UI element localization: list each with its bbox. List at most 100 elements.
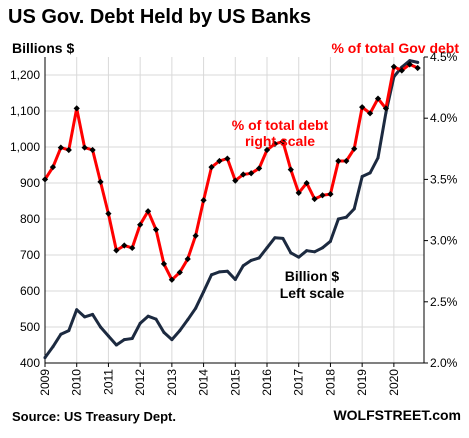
x-tick-label: 2020 xyxy=(387,369,401,396)
data-point-billions xyxy=(225,269,229,273)
data-point-percent xyxy=(200,197,207,204)
data-point-billions xyxy=(217,270,221,274)
data-point-billions xyxy=(297,255,301,259)
left-tick-label: 1,200 xyxy=(10,68,40,82)
data-point-percent xyxy=(335,157,342,165)
data-point-billions xyxy=(122,338,126,342)
x-tick-label: 2015 xyxy=(228,369,242,396)
gridlines xyxy=(44,57,424,364)
data-point-billions xyxy=(51,345,55,349)
data-point-billions xyxy=(138,321,142,325)
data-point-billions xyxy=(360,175,364,179)
data-point-billions xyxy=(130,337,134,341)
annotation-pct-line1: % of total debt xyxy=(232,117,329,133)
x-tick-label: 2012 xyxy=(133,369,147,396)
series-line-billions xyxy=(43,59,420,360)
data-point-billions xyxy=(273,236,277,240)
source-note: Source: US Treasury Dept. xyxy=(12,409,176,424)
x-tick-label: 2010 xyxy=(70,369,84,396)
right-axis-label: % of total Gov debt xyxy=(331,40,459,56)
data-point-billions xyxy=(210,273,214,277)
data-point-percent xyxy=(73,105,80,112)
data-point-billions xyxy=(241,264,245,268)
right-tick-label: 2.5% xyxy=(430,295,458,309)
data-point-percent xyxy=(152,226,160,233)
right-tick-label: 3.0% xyxy=(430,234,458,248)
data-point-billions xyxy=(289,251,293,255)
data-point-billions xyxy=(75,308,79,312)
data-point-percent xyxy=(65,146,72,154)
data-point-billions xyxy=(146,314,150,318)
data-point-percent xyxy=(121,242,128,249)
data-point-percent xyxy=(176,269,183,276)
data-point-billions xyxy=(400,65,404,69)
x-tick-label: 2011 xyxy=(101,369,115,395)
right-tick-label: 4.5% xyxy=(430,50,458,64)
data-point-billions xyxy=(83,315,87,319)
data-point-billions xyxy=(91,312,95,316)
data-point-billions xyxy=(233,277,237,281)
left-tick-label: 500 xyxy=(20,320,40,334)
data-point-billions xyxy=(368,171,372,175)
data-point-percent xyxy=(303,179,310,187)
data-point-percent xyxy=(105,210,112,217)
data-point-percent xyxy=(97,178,104,185)
data-point-percent xyxy=(41,176,49,183)
data-point-billions xyxy=(178,329,182,333)
x-tick-label: 2018 xyxy=(323,369,337,396)
right-axis-ticks: 2.0% 2.5% 3.0% 3.5% 4.0% 4.5% xyxy=(424,50,458,370)
data-point-percent xyxy=(224,155,231,162)
right-tick-label: 4.0% xyxy=(430,111,458,125)
brand-logo: WOLFSTREET.com xyxy=(333,407,461,423)
data-point-percent xyxy=(192,232,199,239)
left-tick-label: 900 xyxy=(20,176,40,190)
data-point-billions xyxy=(186,318,190,322)
data-point-billions xyxy=(313,250,317,254)
data-point-billions xyxy=(321,246,325,250)
axes xyxy=(44,57,425,364)
left-axis-label: Billions $ xyxy=(12,40,74,56)
data-point-percent xyxy=(240,171,247,178)
data-point-billions xyxy=(154,317,158,321)
left-tick-label: 800 xyxy=(20,212,40,226)
x-tick-label: 2017 xyxy=(292,369,306,396)
x-tick-label: 2009 xyxy=(38,369,52,396)
x-tick-label: 2013 xyxy=(165,369,179,396)
data-point-percent xyxy=(57,144,64,151)
x-tick-label: 2016 xyxy=(260,369,274,396)
data-point-billions xyxy=(114,343,118,347)
data-point-percent xyxy=(144,208,152,215)
annotation-billion-line2: Left scale xyxy=(280,285,345,301)
series-lines xyxy=(41,59,421,360)
data-point-billions xyxy=(328,239,332,243)
data-point-billions xyxy=(344,215,348,219)
data-point-billions xyxy=(43,356,47,360)
series-line-percent xyxy=(43,62,420,282)
data-point-percent xyxy=(208,164,215,171)
data-point-billions xyxy=(352,207,356,211)
data-point-percent xyxy=(49,164,57,171)
left-tick-label: 700 xyxy=(20,248,40,262)
data-point-billions xyxy=(376,156,380,160)
data-point-billions xyxy=(170,338,174,342)
data-point-percent xyxy=(113,247,120,254)
right-tick-label: 2.0% xyxy=(430,356,458,370)
left-tick-label: 400 xyxy=(20,356,40,370)
left-tick-label: 1,100 xyxy=(10,104,40,118)
left-tick-label: 1,000 xyxy=(10,140,40,154)
data-point-billions xyxy=(99,325,103,329)
data-point-billions xyxy=(194,306,198,310)
x-axis-ticks: 2009 2010 2011 2012 2013 2014 2015 2016 2017 2018… xyxy=(38,363,401,396)
left-axis-ticks: 400 500 600 700 800 900 1,000 1,100 1,200 xyxy=(10,68,40,370)
annotation-pct-line2: right scale xyxy=(245,133,315,149)
data-point-billions xyxy=(59,332,63,336)
data-point-billions xyxy=(67,329,71,333)
x-tick-label: 2019 xyxy=(355,369,369,396)
data-point-billions xyxy=(408,59,412,63)
data-point-billions xyxy=(162,330,166,334)
data-point-percent xyxy=(160,260,168,267)
data-point-billions xyxy=(281,236,285,240)
data-point-percent xyxy=(81,144,88,151)
right-tick-label: 3.5% xyxy=(430,172,458,186)
